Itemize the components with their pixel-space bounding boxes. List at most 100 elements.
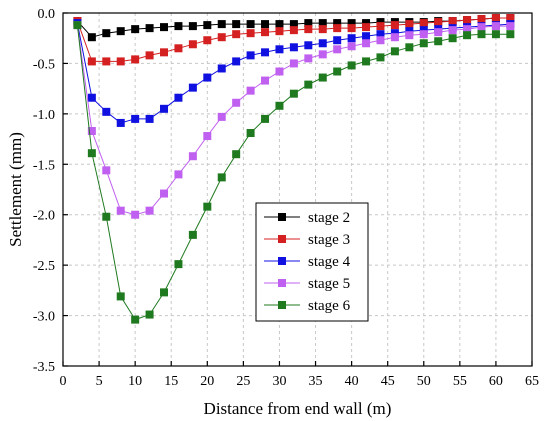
data-point [116,206,125,215]
x-tick-label: 15 [164,374,178,389]
data-point [87,33,96,42]
data-point [506,30,515,39]
data-point [131,25,140,34]
data-point [376,18,385,27]
data-point [131,210,140,219]
y-tick-label: -1.5 [33,158,55,173]
series-stage-3 [73,14,515,66]
data-point [289,59,298,68]
x-tick-label: 35 [309,374,323,389]
data-point [333,67,342,76]
data-point [246,86,255,95]
data-point [376,36,385,45]
data-point [145,206,154,215]
data-point [116,292,125,301]
data-point [347,61,356,70]
data-point [232,57,241,66]
y-axis-title: Settlement (mm) [6,132,25,247]
x-tick-label: 10 [128,374,142,389]
data-point [203,21,212,30]
data-point [131,315,140,324]
data-point [73,21,82,30]
legend-label: stage 4 [308,254,351,270]
data-point [246,20,255,29]
data-point [188,152,197,161]
data-point [362,23,371,32]
data-point [463,25,472,34]
data-point [87,127,96,136]
data-point [275,20,284,29]
x-tick-label: 65 [525,374,539,389]
data-point [145,114,154,123]
data-point [419,39,428,48]
data-point [491,14,500,23]
data-point [87,149,96,158]
data-point [362,32,371,41]
x-tick-label: 30 [272,374,286,389]
legend-marker [278,301,286,309]
y-tick-label: -3.0 [33,310,55,325]
x-axis-title: Distance from end wall (m) [204,399,392,418]
data-point [333,19,342,28]
data-point [275,67,284,76]
data-point [217,33,226,42]
data-point [102,29,111,38]
data-point [261,76,270,85]
data-point [318,39,327,48]
data-point [289,26,298,35]
data-point [261,28,270,37]
data-point [448,34,457,43]
data-point [131,55,140,64]
data-point [188,230,197,239]
data-point [116,57,125,66]
data-point [246,51,255,60]
legend-box [255,202,369,322]
legend-label: stage 5 [308,276,350,292]
data-point [217,64,226,73]
data-point [333,36,342,45]
data-point [304,41,313,50]
data-point [434,18,443,27]
legend-marker [278,235,286,243]
plot-frame [62,12,533,367]
data-point [419,30,428,39]
data-point [506,22,515,31]
data-point [405,20,414,29]
data-point [188,22,197,31]
data-point [102,57,111,66]
data-point [304,19,313,28]
data-point [318,25,327,34]
data-point [333,24,342,33]
x-tick-label: 45 [381,374,395,389]
data-point [174,170,183,179]
data-point [362,19,371,28]
data-point [405,31,414,40]
data-point [188,40,197,49]
data-point [318,73,327,82]
data-point [463,31,472,40]
legend-marker [278,257,286,265]
y-tick-label: -1.0 [33,108,55,123]
data-point [160,48,169,57]
legend: stage 2 stage 3 stage 4 stage 5 stage 6 [255,202,369,322]
legend-item: stage 2 [264,210,350,226]
data-point [261,48,270,57]
data-point [390,33,399,42]
data-point [145,24,154,33]
data-point [116,27,125,36]
data-point [232,20,241,29]
data-point [102,107,111,116]
y-tick-label: -2.0 [33,209,55,224]
data-point [261,20,270,29]
data-point [160,104,169,113]
data-point [174,44,183,53]
data-point [289,43,298,52]
data-point [304,54,313,63]
x-tick-label: 50 [417,374,431,389]
data-point [347,24,356,33]
data-point [87,93,96,102]
data-point [289,89,298,98]
legend-label: stage 6 [308,298,351,314]
data-point [174,93,183,102]
data-point [217,173,226,182]
